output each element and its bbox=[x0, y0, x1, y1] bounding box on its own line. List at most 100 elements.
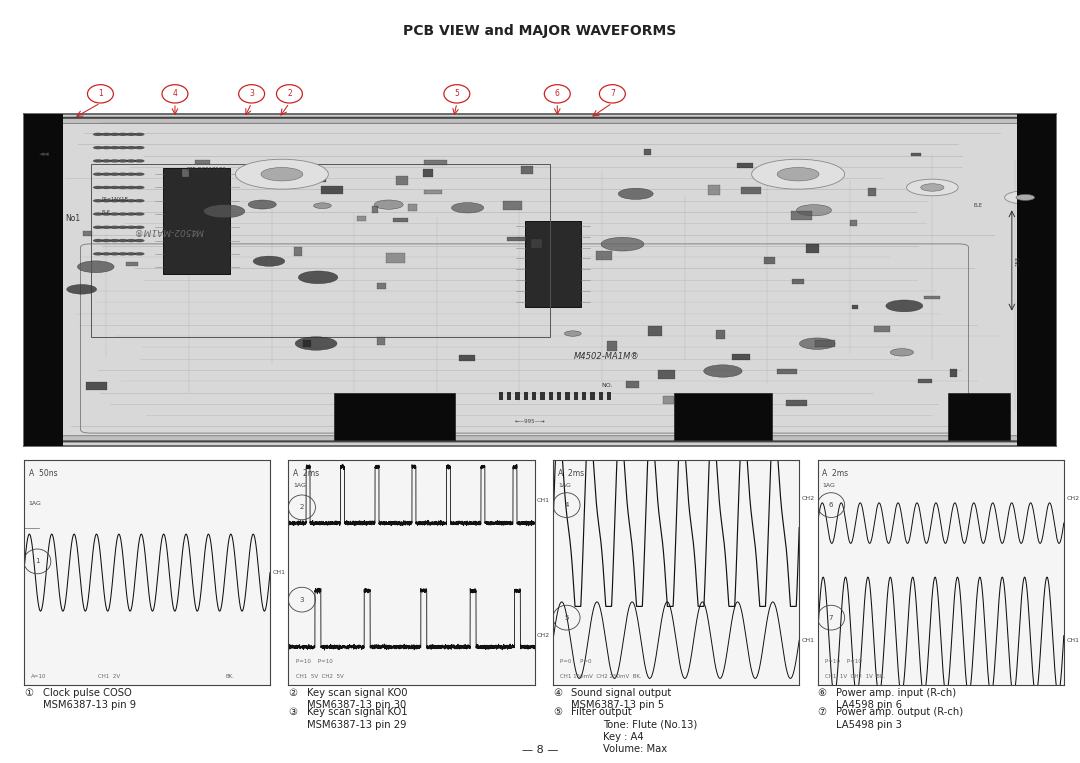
Bar bbox=[566, 391, 569, 400]
Circle shape bbox=[109, 253, 120, 256]
Text: CH2: CH2 bbox=[537, 633, 550, 638]
Circle shape bbox=[102, 239, 111, 242]
Circle shape bbox=[109, 199, 120, 202]
Bar bbox=[86, 382, 107, 390]
Bar bbox=[786, 400, 807, 406]
Bar bbox=[183, 169, 189, 177]
Circle shape bbox=[102, 159, 111, 163]
Text: ⑦: ⑦ bbox=[818, 707, 826, 717]
Circle shape bbox=[886, 300, 922, 312]
Text: ◄◄: ◄◄ bbox=[39, 151, 50, 157]
Bar bbox=[524, 391, 528, 400]
Bar bbox=[644, 150, 651, 155]
Bar bbox=[540, 391, 544, 400]
Circle shape bbox=[67, 285, 96, 294]
Bar bbox=[591, 391, 595, 400]
Bar bbox=[596, 252, 612, 259]
Text: 7: 7 bbox=[610, 89, 615, 98]
Circle shape bbox=[118, 146, 129, 150]
Bar bbox=[626, 382, 639, 388]
Bar bbox=[424, 160, 447, 165]
Text: EPR-DC2175C3: EPR-DC2175C3 bbox=[187, 167, 227, 172]
Bar bbox=[918, 379, 932, 384]
Bar bbox=[850, 221, 858, 226]
Bar bbox=[582, 391, 586, 400]
Circle shape bbox=[118, 226, 129, 229]
Circle shape bbox=[118, 133, 129, 136]
Text: A  2ms: A 2ms bbox=[558, 469, 584, 478]
Circle shape bbox=[109, 172, 120, 175]
Circle shape bbox=[78, 261, 114, 272]
Bar bbox=[674, 393, 772, 439]
Text: ②: ② bbox=[288, 688, 297, 698]
Circle shape bbox=[102, 253, 111, 256]
Text: 3: 3 bbox=[299, 597, 305, 603]
Text: CH1 150mV  CH2 250mV  BK.: CH1 150mV CH2 250mV BK. bbox=[561, 674, 642, 679]
Text: CH2: CH2 bbox=[801, 496, 814, 501]
Bar bbox=[126, 262, 138, 266]
Text: M4502-MA1M®: M4502-MA1M® bbox=[133, 226, 203, 235]
Bar bbox=[499, 391, 503, 400]
Circle shape bbox=[704, 365, 742, 377]
Circle shape bbox=[102, 172, 111, 175]
Circle shape bbox=[102, 133, 111, 136]
Bar bbox=[424, 190, 443, 194]
Text: 1AG: 1AG bbox=[823, 483, 835, 488]
Text: Key scan signal KO0: Key scan signal KO0 bbox=[307, 688, 407, 698]
Text: ←—995—→: ←—995—→ bbox=[514, 419, 545, 424]
Bar bbox=[663, 395, 674, 404]
Circle shape bbox=[93, 212, 104, 216]
Bar bbox=[950, 369, 957, 378]
Bar bbox=[573, 391, 578, 400]
Circle shape bbox=[102, 199, 111, 202]
Circle shape bbox=[134, 199, 145, 202]
Circle shape bbox=[261, 167, 302, 181]
Text: ELE: ELE bbox=[974, 204, 983, 208]
Text: No1: No1 bbox=[65, 214, 80, 223]
Text: 1: 1 bbox=[35, 559, 40, 565]
Text: A  2ms: A 2ms bbox=[294, 469, 320, 478]
Text: 5: 5 bbox=[565, 615, 569, 620]
Circle shape bbox=[313, 203, 332, 208]
Circle shape bbox=[93, 239, 104, 242]
Circle shape bbox=[93, 226, 104, 229]
Circle shape bbox=[602, 237, 644, 251]
Circle shape bbox=[890, 349, 914, 356]
Circle shape bbox=[253, 256, 285, 266]
Bar bbox=[316, 177, 326, 182]
Text: ⑥: ⑥ bbox=[818, 688, 826, 698]
Text: CH1: CH1 bbox=[801, 638, 814, 642]
Bar bbox=[525, 221, 581, 307]
Text: MSM6387-13 pin 30: MSM6387-13 pin 30 bbox=[307, 700, 406, 710]
Text: LA5498 pin 3: LA5498 pin 3 bbox=[836, 720, 902, 729]
Bar bbox=[1017, 114, 1056, 446]
Bar bbox=[396, 176, 408, 185]
Bar bbox=[777, 369, 797, 375]
Text: ELE: ELE bbox=[102, 210, 110, 215]
Text: 2: 2 bbox=[300, 504, 305, 510]
Text: ③: ③ bbox=[288, 707, 297, 717]
Bar bbox=[648, 326, 662, 336]
Bar bbox=[792, 278, 804, 285]
Bar bbox=[163, 168, 230, 274]
Circle shape bbox=[93, 146, 104, 150]
Circle shape bbox=[102, 186, 111, 189]
Circle shape bbox=[93, 186, 104, 189]
Bar bbox=[598, 391, 603, 400]
Circle shape bbox=[618, 188, 653, 199]
Bar bbox=[531, 239, 541, 248]
Bar bbox=[737, 163, 753, 168]
Text: 1AG: 1AG bbox=[294, 483, 306, 488]
Text: — 8 —: — 8 — bbox=[522, 745, 558, 755]
Text: 4: 4 bbox=[565, 502, 569, 508]
Bar bbox=[532, 391, 536, 400]
Circle shape bbox=[295, 336, 337, 350]
Text: Volume: Max: Volume: Max bbox=[603, 744, 666, 754]
Circle shape bbox=[796, 204, 832, 216]
Bar bbox=[791, 211, 812, 220]
Text: 4: 4 bbox=[173, 89, 177, 98]
Text: 3: 3 bbox=[249, 89, 254, 98]
Text: CH1: CH1 bbox=[537, 498, 550, 503]
Text: Power amp. input (R-ch): Power amp. input (R-ch) bbox=[836, 688, 956, 698]
Circle shape bbox=[134, 146, 145, 150]
